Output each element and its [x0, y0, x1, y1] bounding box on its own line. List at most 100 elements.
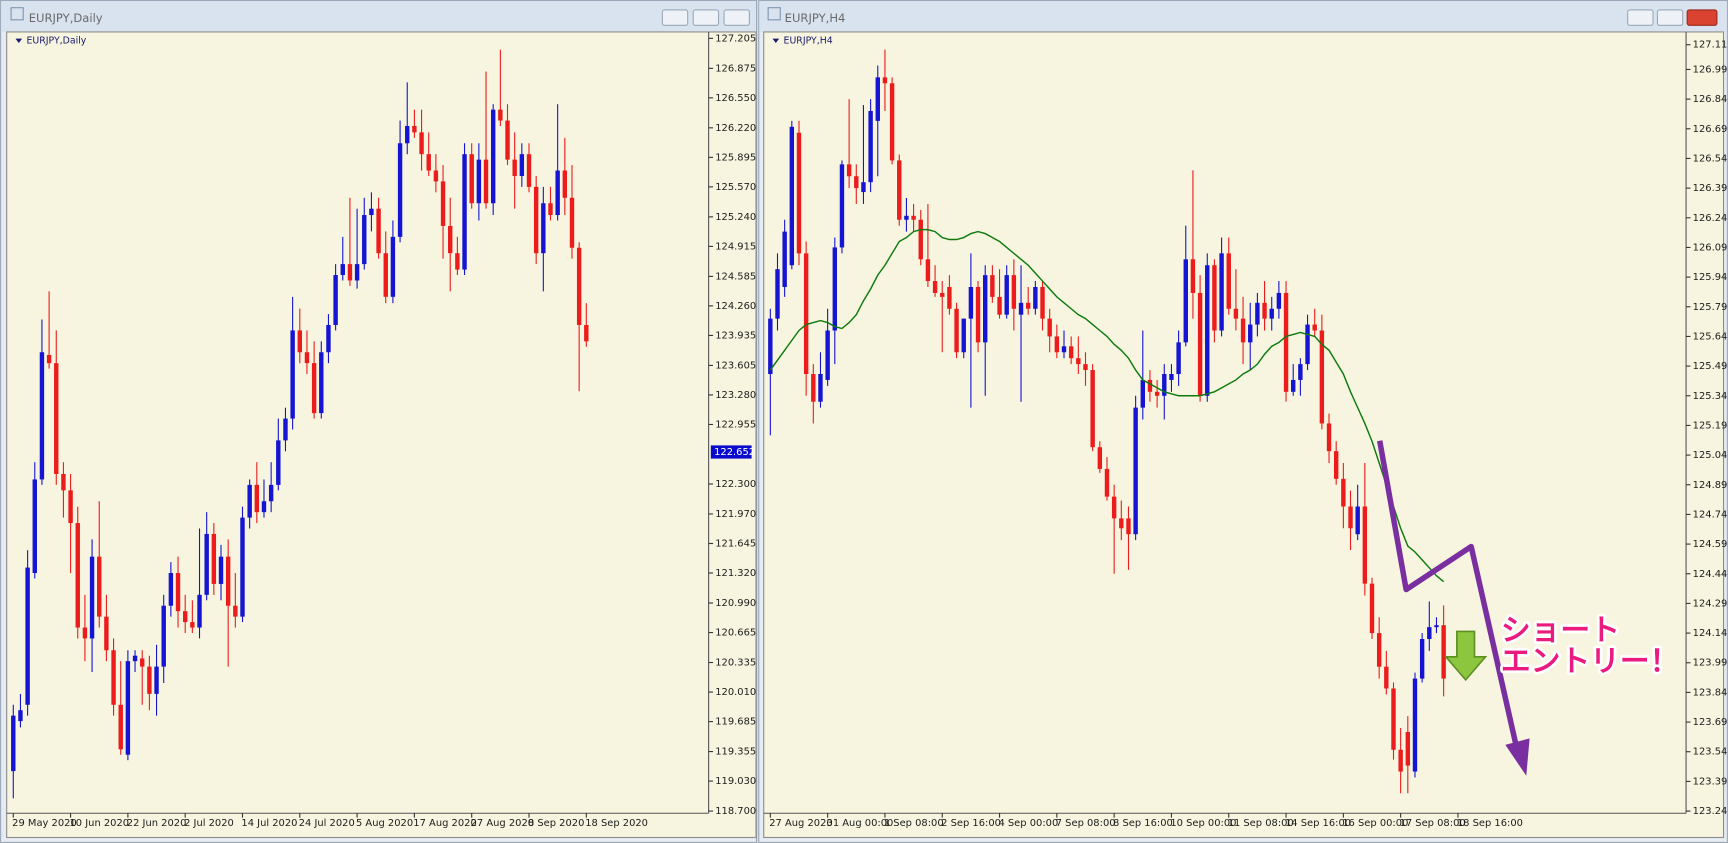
- candle-body: [947, 286, 952, 309]
- x-tick-label: 7 Sep 08:00: [1056, 818, 1116, 829]
- minimize-button[interactable]: [1627, 9, 1654, 26]
- y-tick-label: 125.940: [1693, 272, 1728, 283]
- candle-body: [297, 330, 302, 353]
- y-tick-label: 126.240: [1693, 213, 1728, 224]
- candle-body: [498, 109, 503, 121]
- candle-body: [1391, 688, 1396, 750]
- candle-body: [811, 374, 816, 402]
- candle-body: [97, 556, 102, 617]
- x-tick-label: 16 Sep 00:00: [1342, 818, 1408, 829]
- y-tick-label: 124.440: [1693, 569, 1728, 580]
- candle-body: [89, 556, 95, 639]
- x-tick-label: 10 Jun 2020: [69, 818, 129, 829]
- y-tick-label: 124.140: [1693, 628, 1728, 639]
- candle-body: [918, 219, 923, 260]
- candle-body: [419, 132, 424, 155]
- candle-body: [1262, 302, 1267, 319]
- candle-body: [519, 154, 525, 176]
- candle-body: [25, 567, 30, 705]
- y-tick-label: 119.355: [715, 747, 756, 758]
- candle-body: [1412, 678, 1418, 772]
- candle-body: [904, 215, 909, 220]
- chart-menu-icon[interactable]: [772, 38, 780, 43]
- candle-body: [1047, 318, 1052, 337]
- close-button[interactable]: [1686, 9, 1718, 26]
- candle-body: [46, 354, 52, 364]
- candle-body: [32, 479, 37, 574]
- candle-body: [82, 627, 88, 639]
- candle-body: [961, 318, 966, 353]
- candle-body: [1269, 308, 1274, 319]
- candle-body: [1384, 666, 1389, 689]
- x-tick-label: 31 Aug 00:00: [827, 818, 894, 829]
- candle-body: [276, 440, 281, 485]
- maximize-button[interactable]: [692, 9, 720, 26]
- title-bar: [1, 1, 757, 32]
- trend-arrowhead: [1505, 738, 1530, 776]
- candle-body: [383, 253, 388, 297]
- minimize-button[interactable]: [661, 9, 689, 26]
- candle-body: [1004, 275, 1009, 315]
- y-tick-label: 125.340: [1693, 391, 1728, 402]
- candle-body: [1398, 749, 1403, 772]
- candle-body: [455, 253, 460, 270]
- candle-body: [569, 197, 575, 248]
- candle-body: [911, 215, 916, 220]
- candle-body: [1111, 496, 1117, 519]
- y-tick-label: 123.390: [1693, 776, 1728, 787]
- y-tick-label: 119.030: [715, 776, 756, 787]
- candle-body: [505, 120, 510, 160]
- candle-body: [319, 352, 324, 414]
- candle-body: [1441, 625, 1446, 679]
- chart-menu-icon[interactable]: [15, 38, 23, 43]
- candle-body: [1405, 731, 1411, 766]
- candle-body: [868, 110, 873, 183]
- y-tick-label: 125.570: [715, 182, 756, 193]
- y-tick-label: 121.970: [715, 509, 756, 520]
- candle-body: [882, 77, 888, 84]
- candle-body: [1133, 407, 1138, 535]
- candle-body: [11, 715, 16, 772]
- candle-body: [147, 666, 152, 694]
- candle-body: [1090, 370, 1095, 448]
- candle-body: [932, 281, 938, 293]
- maximize-button[interactable]: [1656, 9, 1684, 26]
- annotation-text: エントリー！: [1501, 644, 1680, 679]
- candle-body: [990, 275, 995, 297]
- candle-body: [433, 170, 439, 182]
- y-tick-label: 123.540: [1693, 747, 1728, 758]
- candle-body: [1140, 379, 1145, 408]
- candle-body: [925, 259, 931, 282]
- candle-body: [548, 203, 553, 216]
- candle-body: [526, 154, 532, 187]
- candle-body: [1033, 286, 1038, 309]
- candle-body: [1162, 374, 1167, 396]
- candle-body: [1341, 478, 1346, 507]
- candle-body: [369, 208, 374, 216]
- y-tick-label: 125.040: [1693, 450, 1728, 461]
- candle-body: [1025, 302, 1031, 309]
- y-tick-label: 126.540: [1693, 153, 1728, 164]
- y-tick-label: 123.280: [715, 390, 756, 401]
- candle-body: [261, 501, 267, 513]
- candle-body: [1362, 506, 1368, 584]
- candle-body: [1283, 292, 1289, 392]
- x-tick-label: 14 Sep 16:00: [1285, 818, 1351, 829]
- y-tick-label: 125.190: [1693, 420, 1728, 431]
- candle-body: [175, 573, 181, 612]
- y-tick-label: 127.115: [1693, 40, 1728, 51]
- candle-body: [118, 704, 123, 750]
- close-button[interactable]: [723, 9, 750, 26]
- candle-body: [1126, 518, 1131, 535]
- x-tick-label: 1 Sep 08:00: [884, 818, 944, 829]
- y-tick-label: 125.895: [715, 152, 756, 163]
- candle-body: [1226, 253, 1231, 309]
- x-tick-label: 8 Sep 16:00: [1113, 818, 1173, 829]
- candle-body: [140, 658, 145, 667]
- candle-body: [218, 556, 224, 584]
- y-tick-label: 120.665: [715, 628, 756, 639]
- chart-marks: 127.205 126.875 126.550 126.220 125.895 125.5…: [11, 33, 1728, 829]
- y-tick-label: 124.260: [715, 301, 756, 312]
- y-tick-label: 125.790: [1693, 302, 1728, 313]
